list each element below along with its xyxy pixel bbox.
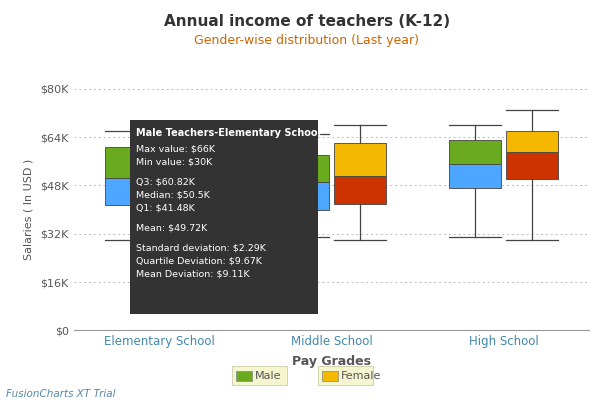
Text: Quartile Deviation: $9.67K: Quartile Deviation: $9.67K: [136, 256, 262, 266]
Text: Male Teachers-Elementary School: Male Teachers-Elementary School: [136, 128, 321, 138]
Text: Mean: $49.72K: Mean: $49.72K: [136, 224, 208, 233]
Text: Min value: $30K: Min value: $30K: [136, 158, 212, 167]
Bar: [106, 178, 157, 205]
Bar: [162, 185, 214, 216]
Text: Male: Male: [255, 371, 281, 381]
Bar: [278, 182, 329, 210]
Text: Female: Female: [341, 371, 381, 381]
Text: Max value: $66K: Max value: $66K: [136, 145, 215, 154]
X-axis label: Pay Grades: Pay Grades: [292, 355, 371, 368]
Bar: [334, 143, 386, 176]
Bar: [449, 140, 501, 164]
Bar: [506, 152, 558, 179]
FancyBboxPatch shape: [322, 371, 338, 381]
Text: Annual income of teachers (K-12): Annual income of teachers (K-12): [164, 14, 450, 29]
FancyBboxPatch shape: [130, 120, 318, 314]
Y-axis label: Salaries ( In USD ): Salaries ( In USD ): [23, 159, 33, 260]
Bar: [449, 164, 501, 188]
Bar: [106, 147, 157, 178]
Bar: [162, 146, 214, 185]
Text: Standard deviation: $2.29K: Standard deviation: $2.29K: [136, 243, 266, 252]
FancyBboxPatch shape: [236, 371, 252, 381]
Bar: [278, 155, 329, 182]
Text: Q1: $41.48K: Q1: $41.48K: [136, 204, 195, 213]
Text: Mean Deviation: $9.11K: Mean Deviation: $9.11K: [136, 270, 250, 278]
Text: Q3: $60.82K: Q3: $60.82K: [136, 178, 195, 187]
Bar: [334, 176, 386, 204]
FancyBboxPatch shape: [318, 366, 373, 385]
Bar: [506, 131, 558, 152]
Text: Gender-wise distribution (Last year): Gender-wise distribution (Last year): [195, 34, 419, 47]
Text: FusionCharts XT Trial: FusionCharts XT Trial: [6, 389, 115, 399]
FancyBboxPatch shape: [232, 366, 287, 385]
Text: Median: $50.5K: Median: $50.5K: [136, 191, 210, 199]
